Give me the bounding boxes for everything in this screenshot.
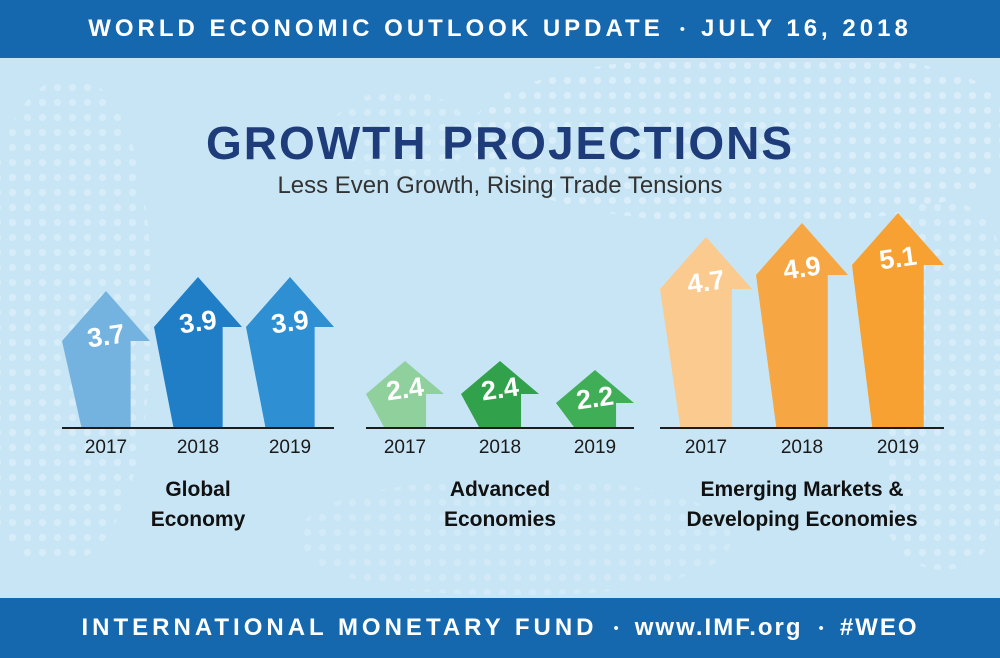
imf-url: www.IMF.org [634, 614, 803, 641]
year-label: 2018 [176, 437, 220, 458]
growth-arrow-advanced-2018: 2.4 [461, 361, 539, 427]
group-label-global: Global Economy [62, 475, 334, 536]
group-label-emerging: Emerging Markets & Developing Economies [660, 475, 944, 536]
value-label: 2.2 [574, 380, 616, 416]
axis-baseline [62, 427, 334, 429]
bottom-banner: INTERNATIONAL MONETARY FUND • www.IMF.or… [0, 598, 1000, 658]
growth-arrow-global-2017: 3.7 [62, 291, 150, 427]
axis-baseline [660, 427, 944, 429]
growth-arrow-global-2019: 3.9 [246, 277, 334, 427]
year-labels: 2017 2018 2019 [366, 437, 634, 459]
value-label: 3.9 [269, 304, 311, 340]
weo-hashtag: #WEO [839, 614, 919, 641]
chart-group-emerging: 4.7 4.9 5.1 2017 2018 2019 Emerging Mark… [660, 207, 944, 536]
value-label: 2.4 [479, 371, 521, 407]
top-banner-title: WORLD ECONOMIC OUTLOOK UPDATE [88, 15, 664, 42]
year-label: 2018 [780, 437, 824, 458]
group-label-advanced: Advanced Economies [366, 475, 634, 536]
axis-baseline [366, 427, 634, 429]
top-banner-date: JULY 16, 2018 [700, 15, 912, 42]
year-label: 2018 [478, 437, 522, 458]
group-label-line: Economy [150, 508, 246, 532]
year-label: 2019 [573, 437, 617, 458]
year-label: 2019 [268, 437, 312, 458]
group-label-line: Global [165, 478, 231, 501]
growth-arrow-advanced-2019: 2.2 [556, 370, 634, 427]
year-label: 2017 [84, 437, 128, 458]
page-subtitle: Less Even Growth, Rising Trade Tensions [277, 172, 723, 199]
bullet-separator-icon: • [679, 20, 685, 38]
group-label-line: Economies [443, 508, 557, 532]
arrow-row: 4.7 4.9 5.1 [660, 207, 944, 427]
year-label: 2019 [876, 437, 920, 458]
value-label: 4.9 [781, 250, 823, 286]
group-label-line: Developing Economies [686, 508, 918, 532]
year-label: 2017 [684, 437, 728, 458]
growth-arrow-emerging-2019: 5.1 [852, 213, 944, 427]
value-label: 3.7 [85, 318, 127, 354]
value-label: 5.1 [877, 240, 919, 276]
growth-arrow-global-2018: 3.9 [154, 277, 242, 427]
growth-arrow-emerging-2017: 4.7 [660, 237, 752, 427]
group-label-line: Advanced [449, 478, 551, 501]
growth-arrow-emerging-2018: 4.9 [756, 223, 848, 427]
year-labels: 2017 2018 2019 [660, 437, 944, 459]
year-label: 2017 [383, 437, 427, 458]
bullet-separator-icon: • [818, 619, 824, 637]
bullet-separator-icon: • [613, 619, 619, 637]
top-banner: WORLD ECONOMIC OUTLOOK UPDATE • JULY 16,… [0, 0, 1000, 58]
chart-group-global: 3.7 3.9 3.9 2017 2018 2019 Global Econom… [62, 207, 334, 536]
year-labels: 2017 2018 2019 [62, 437, 334, 459]
chart-group-advanced: 2.4 2.4 2.2 2017 2018 2019 Advanced Econ… [366, 207, 634, 536]
value-label: 4.7 [685, 264, 727, 300]
imf-org-name: INTERNATIONAL MONETARY FUND [81, 614, 598, 641]
value-label: 2.4 [384, 371, 426, 407]
arrow-row: 2.4 2.4 2.2 [366, 207, 634, 427]
growth-arrow-advanced-2017: 2.4 [366, 361, 444, 427]
page-title: GROWTH PROJECTIONS [205, 117, 795, 169]
arrow-row: 3.7 3.9 3.9 [62, 207, 334, 427]
value-label: 3.9 [177, 304, 219, 340]
group-label-line: Emerging Markets & [700, 478, 904, 501]
